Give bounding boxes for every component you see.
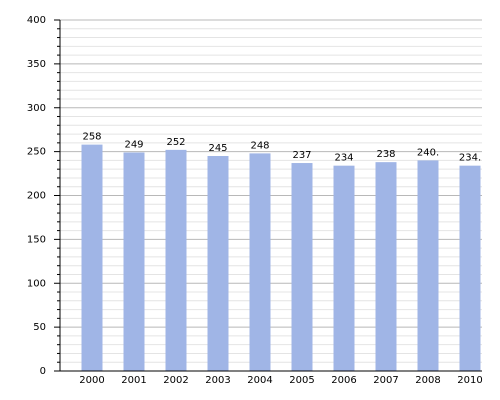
bar <box>333 165 355 371</box>
y-tick-label: 200 <box>27 191 46 202</box>
bar <box>291 163 313 371</box>
value-label: 248 <box>250 140 269 151</box>
bar <box>459 165 481 371</box>
bar <box>165 149 187 371</box>
y-tick-label: 300 <box>27 103 46 114</box>
y-tick-label: 100 <box>27 278 46 289</box>
y-tick-label: 50 <box>33 322 46 333</box>
x-tick-label: 2007 <box>373 375 398 386</box>
x-tick-label: 2010 <box>457 375 482 386</box>
bar <box>123 152 145 371</box>
y-tick-label: 400 <box>27 15 46 26</box>
x-tick-label: 2006 <box>331 375 356 386</box>
x-tick-label: 2008 <box>415 375 440 386</box>
bar <box>207 156 229 371</box>
value-label: 258 <box>82 132 101 143</box>
x-tick-label: 2000 <box>79 375 104 386</box>
value-label: 249 <box>124 140 143 151</box>
y-tick-label: 250 <box>27 147 46 158</box>
y-tick-label: 0 <box>40 366 46 377</box>
bar <box>249 153 271 371</box>
value-label: 252 <box>166 137 185 148</box>
value-label: 245 <box>208 143 227 154</box>
bar <box>81 144 103 371</box>
y-tick-label: 150 <box>27 234 46 245</box>
value-label: 234 <box>334 153 353 164</box>
x-tick-label: 2004 <box>247 375 272 386</box>
bar <box>375 162 397 371</box>
value-label: 237 <box>292 150 311 161</box>
x-tick-label: 2002 <box>163 375 188 386</box>
x-tick-label: 2005 <box>289 375 314 386</box>
x-tick-label: 2003 <box>205 375 230 386</box>
x-tick-label: 2001 <box>121 375 146 386</box>
value-label: 240. <box>417 147 439 158</box>
value-label: 238 <box>376 149 395 160</box>
y-tick-label: 350 <box>27 59 46 70</box>
bar <box>417 160 439 371</box>
value-label: 234. <box>459 153 481 164</box>
